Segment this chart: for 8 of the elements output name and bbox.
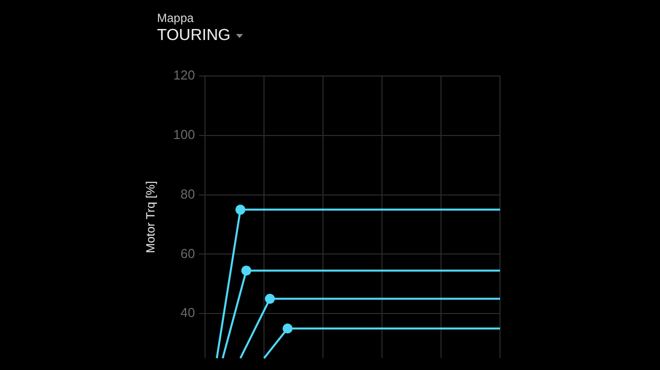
chart-subtitle: TOURING xyxy=(157,27,230,45)
y-tick-label: 120 xyxy=(173,68,195,83)
y-axis-title: Motor Trq [%] xyxy=(144,181,158,254)
y-tick-label: 100 xyxy=(173,126,195,142)
y-tick-label: 60 xyxy=(180,246,195,261)
y-tick-label: 40 xyxy=(180,305,195,320)
chart-title: Mappa xyxy=(157,11,194,25)
y-tick-label: 80 xyxy=(180,186,195,202)
